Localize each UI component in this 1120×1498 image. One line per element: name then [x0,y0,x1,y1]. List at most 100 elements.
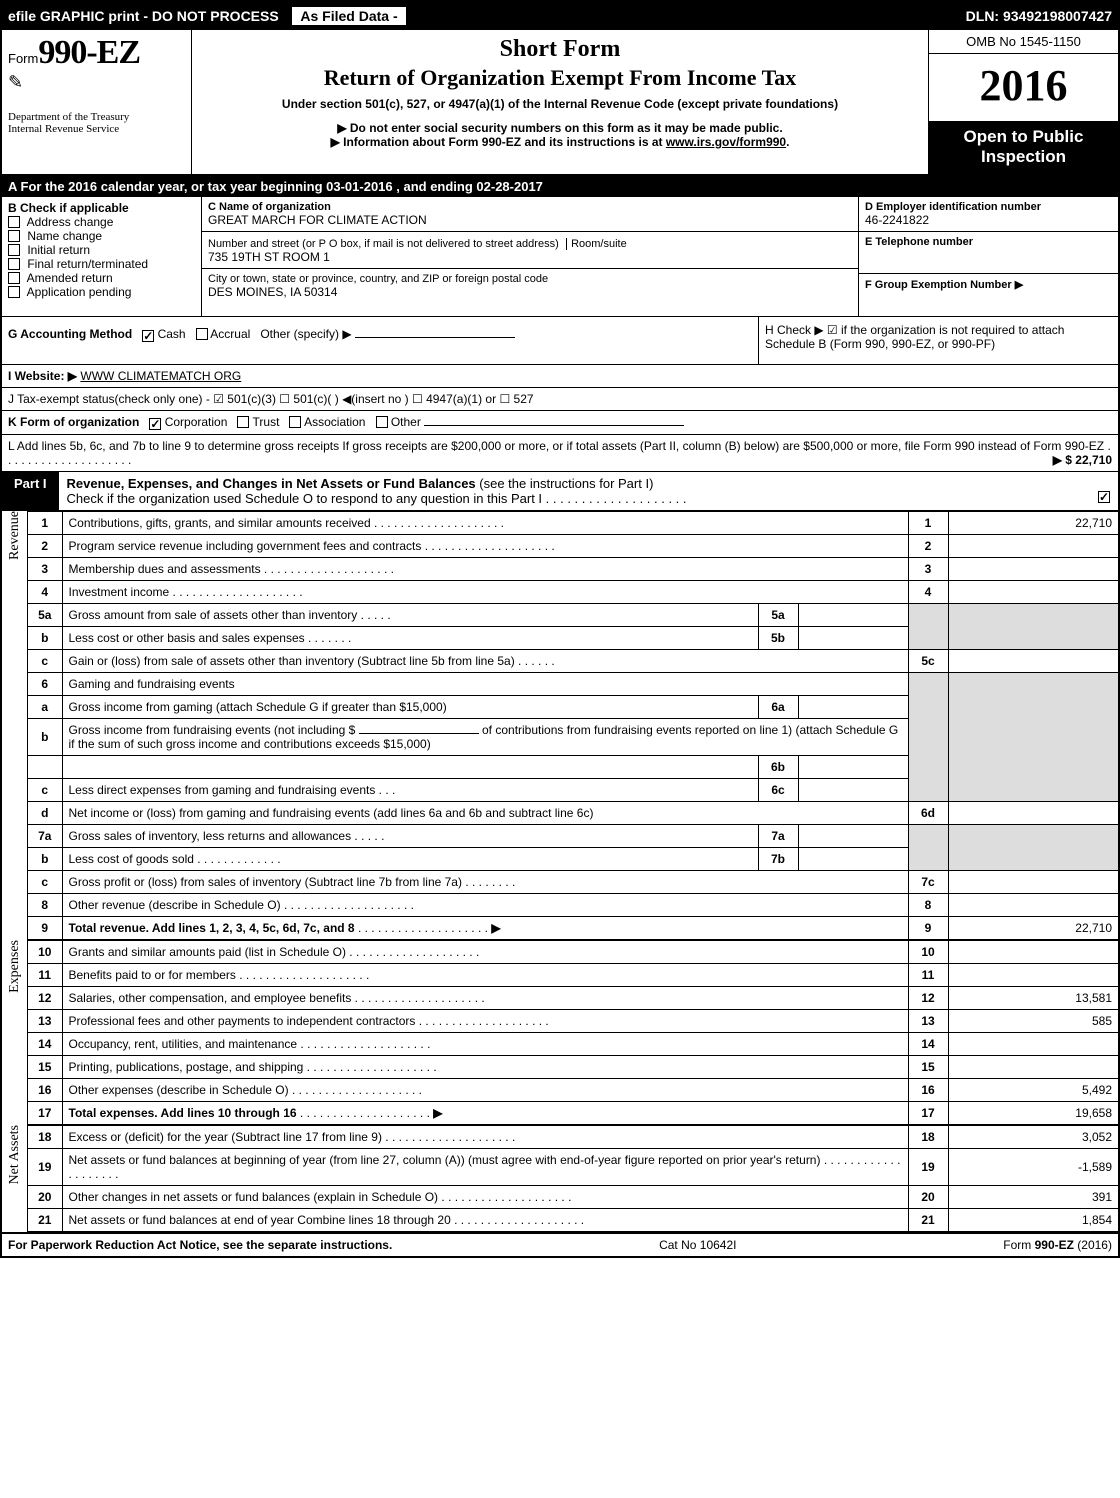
irs-link[interactable]: www.irs.gov/form990 [666,135,786,149]
opt-other: Other (specify) ▶ [260,327,351,341]
street-label: Number and street (or P O box, if mail i… [208,238,559,250]
row-A: A For the 2016 calendar year, or tax yea… [2,176,1118,197]
side-expenses: Expenses [2,940,28,1125]
under-section: Under section 501(c), 527, or 4947(a)(1)… [202,97,918,111]
revenue-table: 1 Contributions, gifts, grants, and simi… [28,511,1118,940]
footer-right: Form 990-EZ (2016) [1003,1238,1112,1252]
line-15: 15Printing, publications, postage, and s… [28,1055,1118,1078]
H-right: H Check ▶ ☑ if the organization is not r… [758,317,1118,364]
cb-amended-return[interactable] [8,272,20,284]
top-bar: efile GRAPHIC print - DO NOT PROCESS As … [2,2,1118,30]
row-K: K Form of organization Corporation Trust… [2,411,1118,435]
short-form-title: Short Form [202,36,918,63]
L-amount: ▶ $ 22,710 [1053,453,1112,467]
ein-value: 46-2241822 [865,213,1112,227]
K-label: K Form of organization [8,415,139,429]
form-header: Form990-EZ ✎ Department of the Treasury … [2,30,1118,176]
cb-schedule-o[interactable] [1098,491,1110,503]
cb-accrual[interactable] [196,328,208,340]
cb-application-pending[interactable] [8,286,20,298]
E-label: E Telephone number [865,236,1112,248]
other-specify-line[interactable] [355,337,515,338]
block-B-to-F: B Check if applicable Address change Nam… [2,197,1118,317]
city-label: City or town, state or province, country… [208,273,852,285]
C-label: C Name of organization [208,201,852,213]
line-17: 17Total expenses. Add lines 10 through 1… [28,1101,1118,1124]
line-6d: d Net income or (loss) from gaming and f… [28,801,1118,824]
header-center: Short Form Return of Organization Exempt… [192,30,928,174]
G-left: G Accounting Method Cash Accrual Other (… [2,317,758,364]
cb-address-change[interactable] [8,216,20,228]
line-1: 1 Contributions, gifts, grants, and simi… [28,511,1118,534]
L-text: L Add lines 5b, 6c, and 7b to line 9 to … [8,439,1104,453]
line-5c: c Gain or (loss) from sale of assets oth… [28,649,1118,672]
room-label: Room/suite [566,238,627,250]
street-value: 735 19TH ST ROOM 1 [208,250,852,264]
line-13: 13Professional fees and other payments t… [28,1009,1118,1032]
part-I-title: Revenue, Expenses, and Changes in Net As… [59,472,1118,510]
footer-center: Cat No 10642I [659,1238,736,1252]
opt-other-org: Other [391,415,421,429]
treasury-2: Internal Revenue Service [8,123,185,135]
form-prefix: Form [8,51,38,66]
line-11: 11Benefits paid to or for members 11 [28,963,1118,986]
form-number: 990-EZ [38,34,140,71]
cb-other-org[interactable] [376,416,388,428]
line-16: 16Other expenses (describe in Schedule O… [28,1078,1118,1101]
cb-initial-return[interactable] [8,244,20,256]
efile-label: efile GRAPHIC print - DO NOT PROCESS As … [8,8,408,24]
as-filed-box: As Filed Data - [290,5,407,27]
info-line-2: ▶ Information about Form 990-EZ and its … [202,135,918,149]
line-9: 9 Total revenue. Add lines 1, 2, 3, 4, 5… [28,916,1118,939]
cb-cash[interactable] [142,330,154,342]
opt-pending: Application pending [27,285,132,299]
line-6b-blank[interactable] [359,733,479,734]
return-title: Return of Organization Exempt From Incom… [202,65,918,91]
tax-year: 2016 [929,54,1118,121]
cb-association[interactable] [289,416,301,428]
row-J: J Tax-exempt status(check only one) - ☑ … [2,388,1118,411]
line-12: 12Salaries, other compensation, and empl… [28,986,1118,1009]
opt-amended: Amended return [27,271,113,285]
cb-trust[interactable] [237,416,249,428]
opt-final: Final return/terminated [27,257,148,271]
G-label: G Accounting Method [8,327,132,341]
part-I-header: Part I Revenue, Expenses, and Changes in… [2,472,1118,511]
org-name: GREAT MARCH FOR CLIMATE ACTION [208,213,852,227]
line-14: 14Occupancy, rent, utilities, and mainte… [28,1032,1118,1055]
line-10: 10Grants and similar amounts paid (list … [28,940,1118,963]
opt-address: Address change [27,215,114,229]
opt-accrual: Accrual [210,327,250,341]
row-L: L Add lines 5b, 6c, and 7b to line 9 to … [2,435,1118,472]
form-page: efile GRAPHIC print - DO NOT PROCESS As … [0,0,1120,1258]
line-21: 21Net assets or fund balances at end of … [28,1208,1118,1231]
line-7c: c Gross profit or (loss) from sales of i… [28,870,1118,893]
col-C: C Name of organization GREAT MARCH FOR C… [202,197,858,316]
cb-final-return[interactable] [8,258,20,270]
line-3: 3 Membership dues and assessments 3 [28,557,1118,580]
treasury-1: Department of the Treasury [8,111,185,123]
line-19: 19Net assets or fund balances at beginni… [28,1148,1118,1185]
B-label: B Check if applicable [8,201,195,215]
dln-label: DLN: 93492198007427 [966,8,1112,24]
line-2: 2 Program service revenue including gove… [28,534,1118,557]
cb-corporation[interactable] [149,418,161,430]
F-label: F Group Exemption Number ▶ [865,278,1112,291]
part-I-check: Check if the organization used Schedule … [67,491,543,506]
city-value: DES MOINES, IA 50314 [208,285,852,299]
cb-name-change[interactable] [8,230,20,242]
D-label: D Employer identification number [865,201,1112,213]
line-18: 18Excess or (deficit) for the year (Subt… [28,1125,1118,1148]
side-net-assets: Net Assets [2,1125,28,1232]
header-left: Form990-EZ ✎ Department of the Treasury … [2,30,192,174]
row-G-H: G Accounting Method Cash Accrual Other (… [2,317,1118,365]
opt-corp: Corporation [165,415,228,429]
I-label: I Website: ▶ [8,369,77,383]
other-org-line[interactable] [424,425,684,426]
row-I: I Website: ▶ WWW CLIMATEMATCH ORG [2,365,1118,388]
expenses-table: 10Grants and similar amounts paid (list … [28,940,1118,1125]
col-D: D Employer identification number 46-2241… [858,197,1118,316]
line-7a: 7a Gross sales of inventory, less return… [28,824,1118,847]
line-6: 6 Gaming and fundraising events [28,672,1118,695]
col-B: B Check if applicable Address change Nam… [2,197,202,316]
